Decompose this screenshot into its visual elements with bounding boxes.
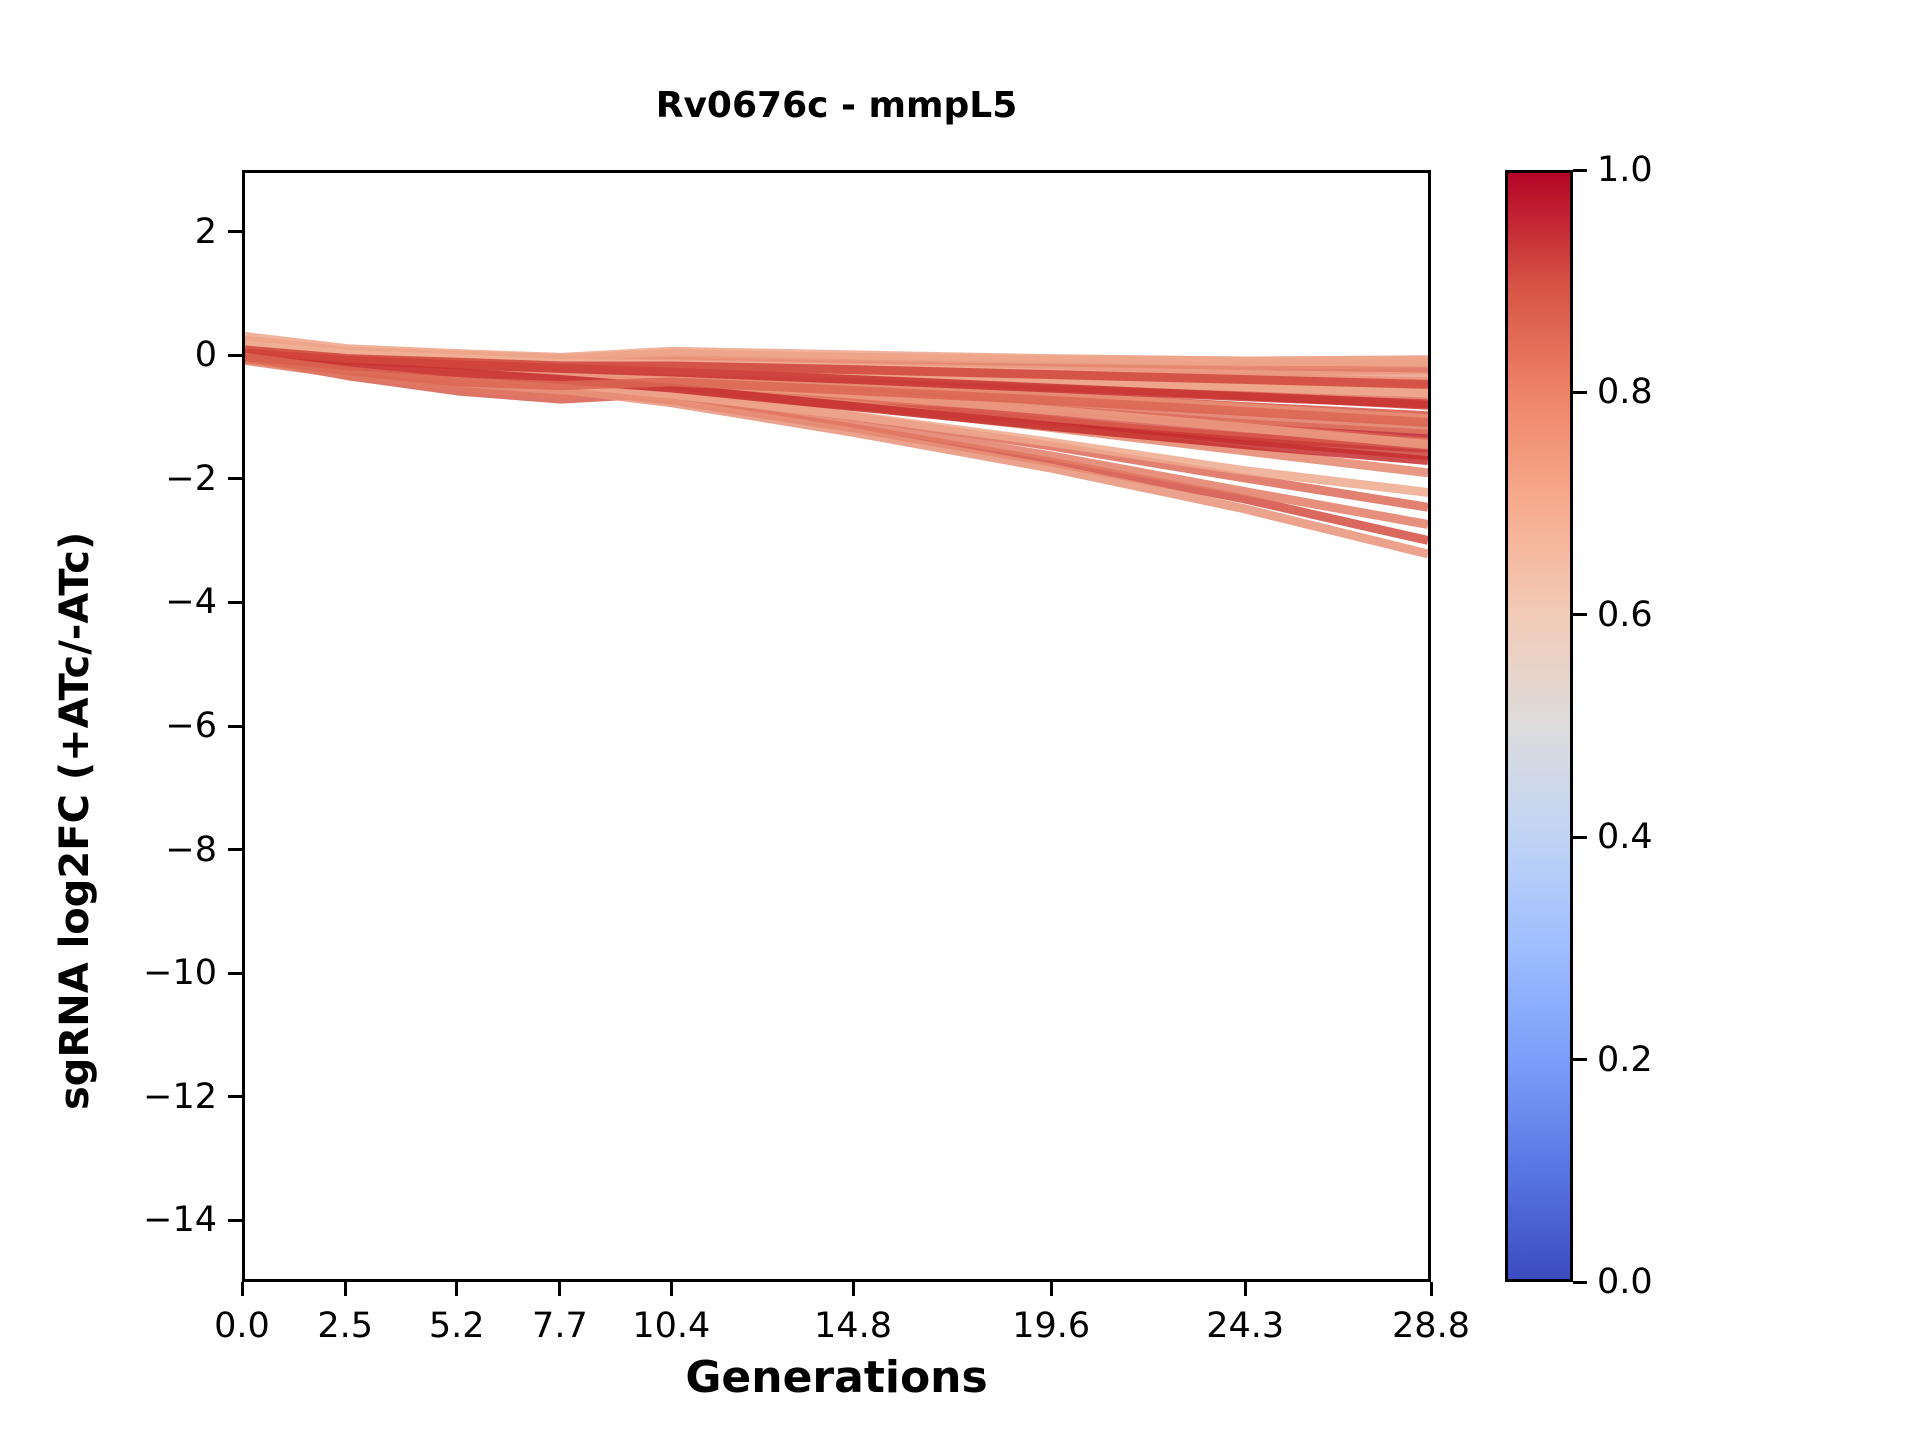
colorbar-tick-mark [1573, 1058, 1587, 1062]
x-tick-mark [240, 1282, 244, 1296]
x-tick-label: 24.3 [1206, 1306, 1285, 1346]
y-tick-label: −14 [143, 1200, 217, 1241]
colorbar-tick-mark [1573, 1280, 1587, 1284]
y-tick-mark [228, 971, 242, 975]
x-axis-label: Generations [685, 1352, 988, 1403]
x-tick-label: 5.2 [428, 1306, 485, 1346]
x-tick-label: 2.5 [317, 1306, 374, 1346]
colorbar-tick-mark [1573, 168, 1587, 172]
y-tick-label: −8 [165, 829, 217, 870]
y-tick-mark [228, 353, 242, 357]
plot-area [242, 170, 1431, 1282]
series-line [245, 345, 1428, 389]
y-tick-mark [228, 1095, 242, 1099]
colorbar-tick-label: 0.0 [1597, 1262, 1653, 1302]
x-tick-mark [1429, 1282, 1433, 1296]
y-tick-label: 0 [194, 335, 217, 376]
y-tick-mark [228, 1218, 242, 1222]
series-line [245, 352, 1428, 427]
colorbar-tick-label: 0.6 [1597, 594, 1653, 635]
y-tick-label: −12 [143, 1076, 217, 1117]
x-tick-label: 19.6 [1012, 1306, 1091, 1346]
x-tick-mark [1243, 1282, 1247, 1296]
colorbar-tick-label: 0.8 [1597, 372, 1653, 413]
y-tick-mark [228, 477, 242, 481]
x-tick-mark [343, 1282, 347, 1296]
y-tick-label: −6 [165, 706, 217, 746]
x-tick-label: 0.0 [214, 1306, 270, 1346]
x-tick-mark [1049, 1282, 1053, 1296]
y-tick-label: −4 [165, 582, 217, 623]
x-tick-label: 10.4 [632, 1306, 711, 1346]
series-line [245, 331, 1428, 367]
y-tick-mark [228, 724, 242, 728]
x-tick-label: 7.7 [532, 1306, 588, 1346]
y-tick-mark [228, 230, 242, 234]
colorbar-tick-label: 0.2 [1597, 1039, 1653, 1080]
colorbar-tick-mark [1573, 613, 1587, 617]
colorbar-tick-mark [1573, 835, 1587, 839]
x-tick-mark [851, 1282, 855, 1296]
colorbar-gradient [1505, 170, 1573, 1282]
x-axis-ticks: 0.0 2.5 5.2 7.7 10.4 14.8 19.6 24.3 28.8 [214, 1282, 1470, 1372]
series-lines-group [245, 331, 1428, 559]
colorbar-tick-mark [1573, 390, 1587, 394]
series-line [245, 352, 1428, 466]
colorbar-tick-label: 0.4 [1597, 817, 1653, 858]
x-tick-mark [669, 1282, 673, 1296]
x-tick-label: 14.8 [814, 1306, 892, 1346]
y-axis-ticks: 2 0 −2 −4 −6 −8 −10 −12 −14 [143, 170, 243, 1282]
colorbar: 0.0 0.2 0.4 0.6 0.8 1.0 [1505, 150, 1653, 1302]
y-tick-label: −10 [143, 953, 217, 994]
x-tick-mark [455, 1282, 459, 1296]
x-tick-mark [558, 1282, 562, 1296]
x-tick-label: 28.8 [1392, 1306, 1470, 1346]
y-axis-label: sgRNA log2FC (+ATc/-ATc) [52, 531, 98, 1110]
y-tick-mark [228, 848, 242, 852]
y-tick-mark [228, 600, 242, 604]
chart-title: Rv0676c - mmpL5 [655, 85, 1018, 126]
y-tick-label: 2 [194, 211, 217, 252]
y-tick-label: −2 [165, 458, 217, 499]
colorbar-tick-label: 1.0 [1597, 150, 1653, 190]
